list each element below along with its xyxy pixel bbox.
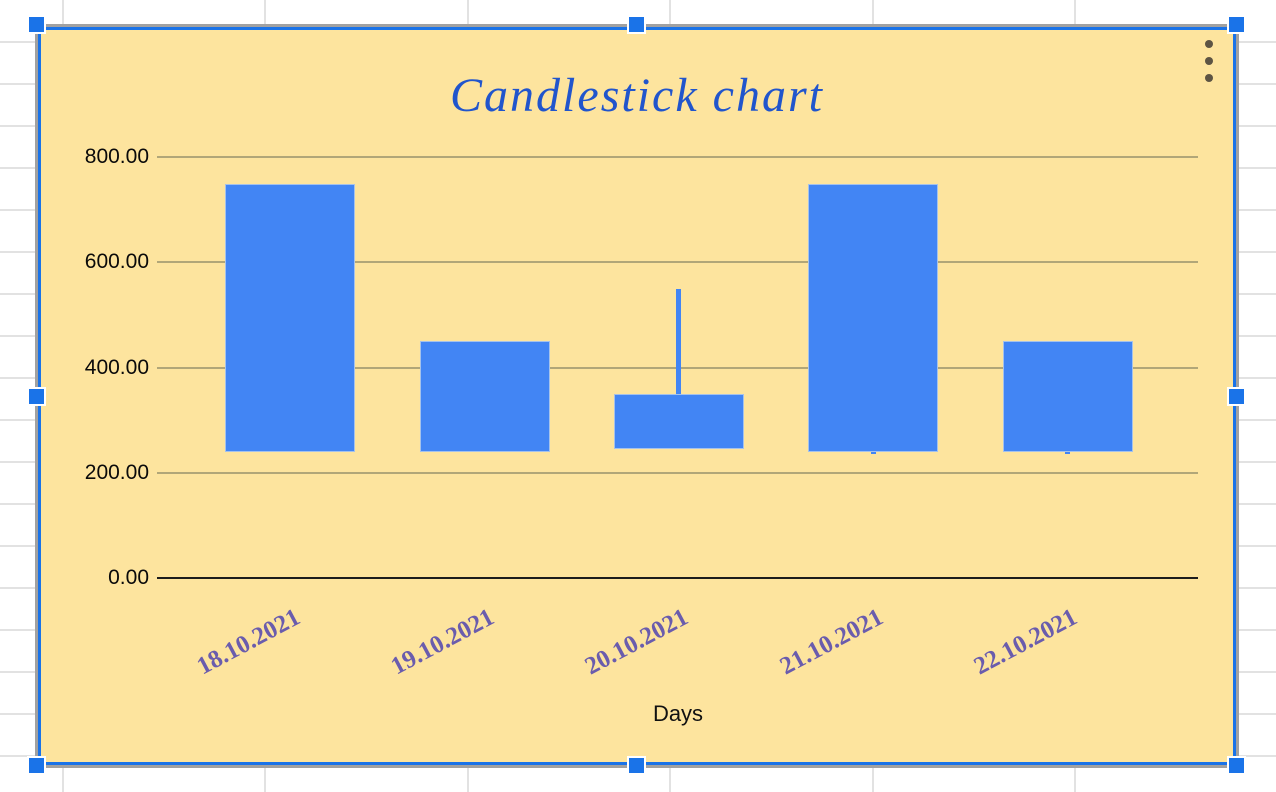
kebab-dot [1205,40,1213,48]
selection-handle-bottom-right[interactable] [1227,756,1246,775]
chart-gridline [157,471,1198,474]
chart-title: Candlestick chart [450,69,824,122]
candlestick-low-wick [1065,451,1070,455]
candlestick-bar[interactable] [808,183,938,452]
x-tick-label: 19.10.2021 [386,603,499,681]
selection-handle-top-left[interactable] [27,15,46,34]
selection-handle-middle-left[interactable] [27,387,46,406]
y-tick-label: 200.00 [84,460,149,484]
selection-handle-top-right[interactable] [1227,15,1246,34]
y-tick-label: 600.00 [84,250,149,274]
kebab-dot [1205,57,1213,65]
y-tick-label: 800.00 [84,145,149,169]
selection-handle-top-middle[interactable] [627,15,646,34]
selection-handle-bottom-left[interactable] [27,756,46,775]
candlestick-low-wick [870,451,876,455]
x-tick-label: 18.10.2021 [192,603,305,681]
candlestick-bar[interactable] [1002,341,1133,452]
chart-gridline [157,261,1198,264]
x-tick-label: 20.10.2021 [580,603,693,681]
candlestick-bar[interactable] [225,183,355,452]
x-axis-line [157,577,1198,579]
selection-handle-bottom-middle[interactable] [627,756,646,775]
kebab-dot [1205,74,1213,82]
candlestick-high-wick [676,288,681,394]
x-axis-title: Days [652,701,704,726]
chart-canvas: Candlestick chart 800.00 600.00 400.00 200.… [41,30,1233,762]
y-tick-label: 0.00 [108,566,149,589]
x-tick-label: 22.10.2021 [969,603,1082,681]
kebab-menu-icon[interactable] [1203,40,1215,91]
chart-gridline [157,156,1198,159]
selection-handle-middle-right[interactable] [1227,387,1246,406]
x-tick-label: 21.10.2021 [775,603,888,681]
y-tick-label: 400.00 [84,355,149,379]
candlestick-bar[interactable] [613,393,744,450]
chart-object[interactable]: Candlestick chart 800.00 600.00 400.00 200.… [35,24,1239,768]
candlestick-bar[interactable] [419,341,550,452]
chart-selection-border: Candlestick chart 800.00 600.00 400.00 200.… [38,27,1236,765]
